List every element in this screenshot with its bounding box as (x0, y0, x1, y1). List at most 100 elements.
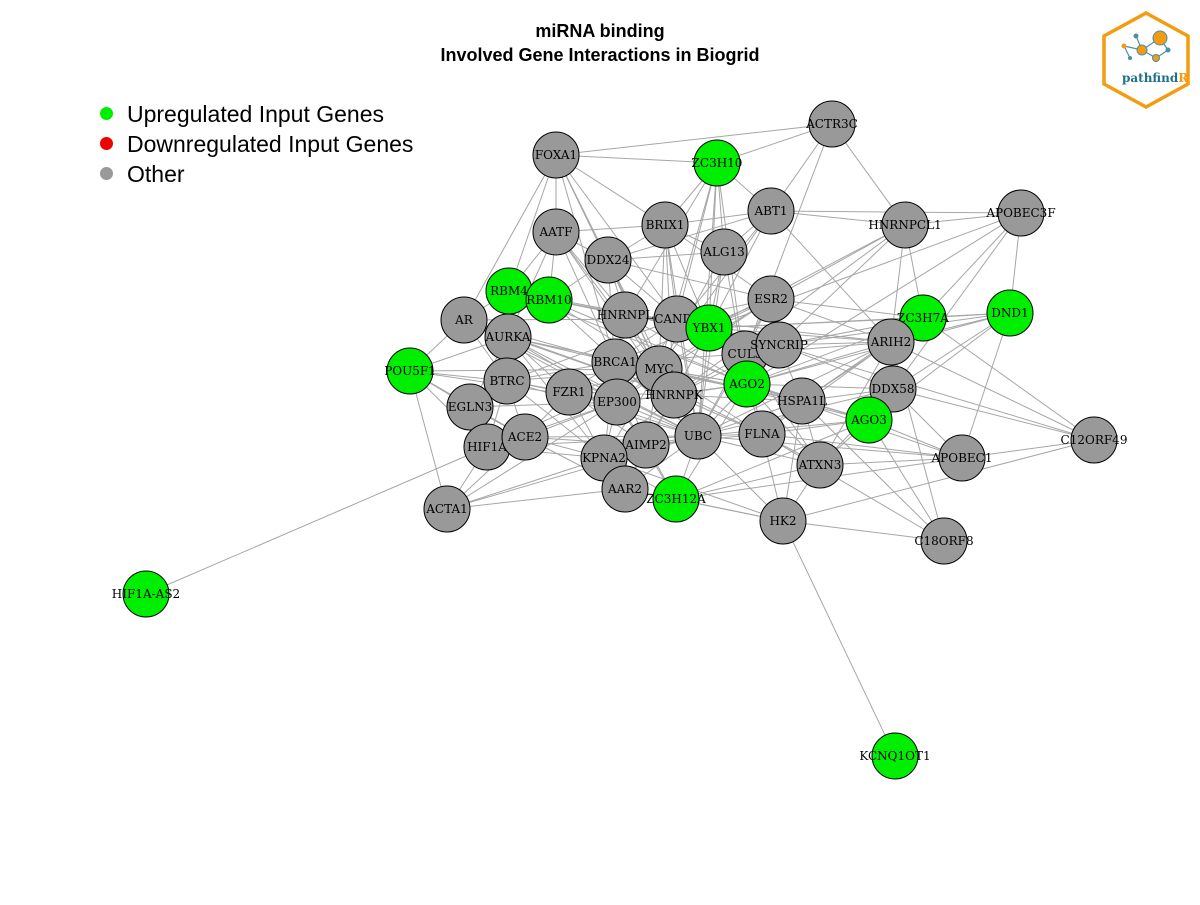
node-aatf[interactable]: AATF (532, 208, 580, 256)
node-rbm4[interactable]: RBM4 (485, 267, 533, 315)
node-circle-actr3c[interactable] (808, 100, 856, 148)
node-aar2[interactable]: AAR2 (601, 465, 649, 513)
node-flna[interactable]: FLNA (738, 410, 786, 458)
node-circle-ace2[interactable] (501, 413, 549, 461)
node-circle-apobec1[interactable] (938, 434, 986, 482)
node-brix1[interactable]: BRIX1 (641, 201, 689, 249)
node-circle-ybx1[interactable] (685, 304, 733, 352)
node-kcnq1ot1[interactable]: KCNQ1OT1 (859, 732, 931, 780)
node-circle-c12orf49[interactable] (1070, 416, 1118, 464)
logo-text-accent: R (1178, 71, 1189, 85)
node-ubc[interactable]: UBC (674, 412, 722, 460)
node-apobec1[interactable]: APOBEC1 (931, 434, 993, 482)
node-esr2[interactable]: ESR2 (747, 275, 795, 323)
node-circle-kcnq1ot1[interactable] (871, 732, 919, 780)
node-hif1a-as2[interactable]: HIF1A-AS2 (112, 570, 180, 618)
edge-dnd1-apobec1 (961, 312, 1011, 459)
node-circle-apobec3f[interactable] (997, 189, 1045, 237)
edge-flna-c18orf8 (761, 433, 945, 542)
node-foxa1[interactable]: FOXA1 (532, 131, 580, 179)
node-label-hnrnpcl1: HNRNPCL1 (868, 218, 941, 232)
node-aurka[interactable]: AURKA (484, 313, 532, 361)
node-circle-c18orf8[interactable] (920, 517, 968, 565)
edge-arih2-c12orf49 (890, 341, 1095, 441)
node-circle-hif1a-as2[interactable] (122, 570, 170, 618)
node-circle-ar[interactable] (440, 296, 488, 344)
node-circle-ubc[interactable] (674, 412, 722, 460)
node-hnrnpk[interactable]: HNRNPK (645, 371, 704, 419)
node-circle-esr2[interactable] (747, 275, 795, 323)
node-circle-abt1[interactable] (747, 187, 795, 235)
node-circle-brix1[interactable] (641, 201, 689, 249)
node-circle-hnrnpk[interactable] (650, 371, 698, 419)
node-circle-hk2[interactable] (759, 497, 807, 545)
node-circle-hspa1l[interactable] (778, 377, 826, 425)
node-circle-ago2[interactable] (723, 360, 771, 408)
node-label-hnrnpl: HNRNPL (597, 308, 654, 322)
node-ybx1[interactable]: YBX1 (685, 304, 733, 352)
node-c18orf8[interactable]: C18ORF8 (914, 517, 974, 565)
node-zc3h7a[interactable]: ZC3H7A (897, 294, 949, 342)
node-circle-btrc[interactable] (483, 357, 531, 405)
node-rbm10[interactable]: RBM10 (525, 276, 573, 324)
edge-ep300-egln3 (469, 401, 618, 408)
node-zc3h10[interactable]: ZC3H10 (692, 139, 743, 187)
edge-hk2-kcnq1ot1 (782, 520, 896, 757)
node-circle-rbm10[interactable] (525, 276, 573, 324)
node-arih2[interactable]: ARIH2 (867, 318, 915, 366)
node-circle-hnrnpcl1[interactable] (881, 201, 929, 249)
node-aimp2[interactable]: AIMP2 (622, 421, 670, 469)
node-circle-flna[interactable] (738, 410, 786, 458)
edge-aar2-acta1 (446, 488, 626, 510)
node-atxn3[interactable]: ATXN3 (796, 441, 844, 489)
node-circle-dnd1[interactable] (986, 289, 1034, 337)
node-circle-ep300[interactable] (593, 378, 641, 426)
node-hnrnpl[interactable]: HNRNPL (597, 291, 654, 339)
node-circle-ddx24[interactable] (584, 236, 632, 284)
node-egln3[interactable]: EGLN3 (446, 383, 494, 431)
node-ep300[interactable]: EP300 (593, 378, 641, 426)
node-circle-acta1[interactable] (423, 485, 471, 533)
node-circle-aar2[interactable] (601, 465, 649, 513)
node-circle-egln3[interactable] (446, 383, 494, 431)
node-c12orf49[interactable]: C12ORF49 (1061, 416, 1128, 464)
node-circle-alg13[interactable] (700, 228, 748, 276)
node-circle-pou5f1[interactable] (386, 347, 434, 395)
node-brca1[interactable]: BRCA1 (591, 338, 639, 386)
node-label-apobec1: APOBEC1 (931, 451, 993, 465)
node-circle-zc3h7a[interactable] (899, 294, 947, 342)
node-circle-zc3h10[interactable] (693, 139, 741, 187)
node-dnd1[interactable]: DND1 (986, 289, 1034, 337)
edge-apobec1-atxn3 (819, 457, 963, 466)
node-circle-foxa1[interactable] (532, 131, 580, 179)
node-circle-syncrip[interactable] (755, 321, 803, 369)
node-acta1[interactable]: ACTA1 (423, 485, 471, 533)
node-btrc[interactable]: BTRC (483, 357, 531, 405)
legend-dot-other (100, 167, 113, 180)
node-ago2[interactable]: AGO2 (723, 360, 771, 408)
node-circle-aatf[interactable] (532, 208, 580, 256)
node-zc3h12a[interactable]: ZC3H12A (646, 475, 706, 523)
node-hspa1l[interactable]: HSPA1L (777, 377, 827, 425)
node-circle-ago3[interactable] (845, 396, 893, 444)
node-circle-zc3h12a[interactable] (652, 475, 700, 523)
node-fzr1[interactable]: FZR1 (545, 368, 593, 416)
node-circle-arih2[interactable] (867, 318, 915, 366)
node-actr3c[interactable]: ACTR3C (805, 100, 858, 148)
node-hnrnpcl1[interactable]: HNRNPCL1 (868, 201, 942, 249)
node-apobec3f[interactable]: APOBEC3F (985, 189, 1056, 237)
node-ace2[interactable]: ACE2 (501, 413, 549, 461)
node-alg13[interactable]: ALG13 (700, 228, 748, 276)
node-syncrip[interactable]: SYNCRIP (750, 321, 808, 369)
edge-actr3c-cul3 (744, 123, 833, 355)
node-circle-atxn3[interactable] (796, 441, 844, 489)
node-label-kcnq1ot1: KCNQ1OT1 (859, 749, 930, 763)
node-ddx24[interactable]: DDX24 (584, 236, 632, 284)
node-circle-hnrnpl[interactable] (601, 291, 649, 339)
node-ar[interactable]: AR (440, 296, 488, 344)
node-pou5f1[interactable]: POU5F1 (384, 347, 436, 395)
node-hk2[interactable]: HK2 (759, 497, 807, 545)
node-ago3[interactable]: AGO3 (845, 396, 893, 444)
node-abt1[interactable]: ABT1 (747, 187, 795, 235)
node-circle-fzr1[interactable] (545, 368, 593, 416)
